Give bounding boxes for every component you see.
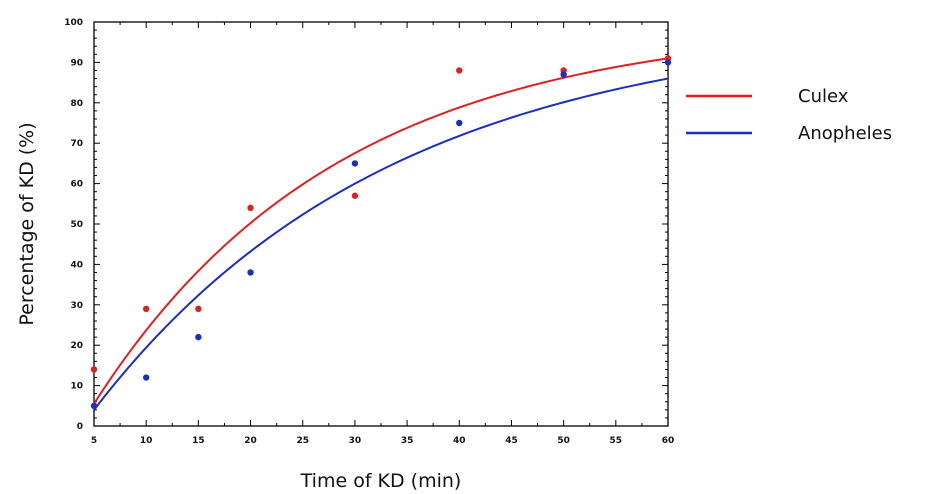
- legend-label-anopheles: Anopheles: [798, 123, 892, 144]
- point-culex: [351, 192, 359, 199]
- point-anopheles: [456, 119, 463, 127]
- x-tick-label: 50: [557, 436, 570, 446]
- x-tick-label: 15: [192, 436, 205, 446]
- point-culex: [90, 366, 98, 373]
- y-tick-label: 90: [70, 58, 83, 68]
- x-tick-label: 5: [91, 436, 97, 446]
- x-tick-label: 60: [662, 436, 675, 446]
- point-culex: [247, 204, 254, 212]
- data-points: [90, 55, 672, 409]
- plot-area: 5 10 15 20 25 30 35 40 45 50 55 60 0 10 20 30 40 50 60 70 8…: [64, 18, 674, 446]
- y-tick-label: 30: [70, 301, 83, 311]
- point-anopheles: [90, 402, 98, 409]
- point-culex: [142, 305, 150, 313]
- legend-label-culex: Culex: [798, 86, 849, 107]
- fit-curve-culex: [93, 57, 669, 405]
- y-tick-label: 60: [70, 180, 83, 190]
- x-tick-label: 10: [140, 436, 153, 446]
- y-tick-label: 40: [70, 260, 83, 270]
- x-tick-label: 30: [349, 436, 362, 446]
- point-anopheles: [247, 269, 254, 276]
- y-tick-label: 70: [70, 139, 83, 149]
- x-tick-label: 35: [401, 436, 414, 446]
- y-tick-labels: 0 10 20 30 40 50 60 70 80 90 100: [64, 18, 83, 432]
- x-tick-label: 25: [296, 436, 309, 446]
- point-anopheles: [195, 333, 202, 341]
- axis-ticks: [93, 21, 669, 427]
- x-tick-labels: 5 10 15 20 25 30 35 40 45 50 55 60: [91, 436, 674, 446]
- point-anopheles: [560, 71, 567, 78]
- y-tick-label: 100: [64, 18, 83, 28]
- point-anopheles: [664, 59, 672, 66]
- x-tick-label: 45: [505, 436, 518, 446]
- y-tick-label: 0: [77, 422, 83, 432]
- x-tick-label: 40: [453, 436, 466, 446]
- x-tick-label: 20: [244, 436, 257, 446]
- x-axis-title: Time of KD (min): [300, 470, 462, 492]
- y-axis-title: Percentage of KD (%): [16, 122, 38, 325]
- plot-frame: [93, 21, 669, 427]
- point-anopheles: [142, 374, 150, 381]
- x-tick-label: 55: [610, 436, 623, 446]
- y-tick-label: 50: [70, 220, 83, 230]
- point-culex: [456, 67, 463, 74]
- point-anopheles: [351, 160, 359, 167]
- fit-curves: [93, 57, 669, 411]
- y-tick-label: 80: [70, 99, 83, 109]
- fit-curve-anopheles: [93, 77, 669, 411]
- y-tick-label: 20: [70, 341, 83, 351]
- point-culex: [195, 305, 202, 313]
- legend: Culex Anopheles: [686, 86, 892, 144]
- y-tick-label: 10: [70, 382, 83, 392]
